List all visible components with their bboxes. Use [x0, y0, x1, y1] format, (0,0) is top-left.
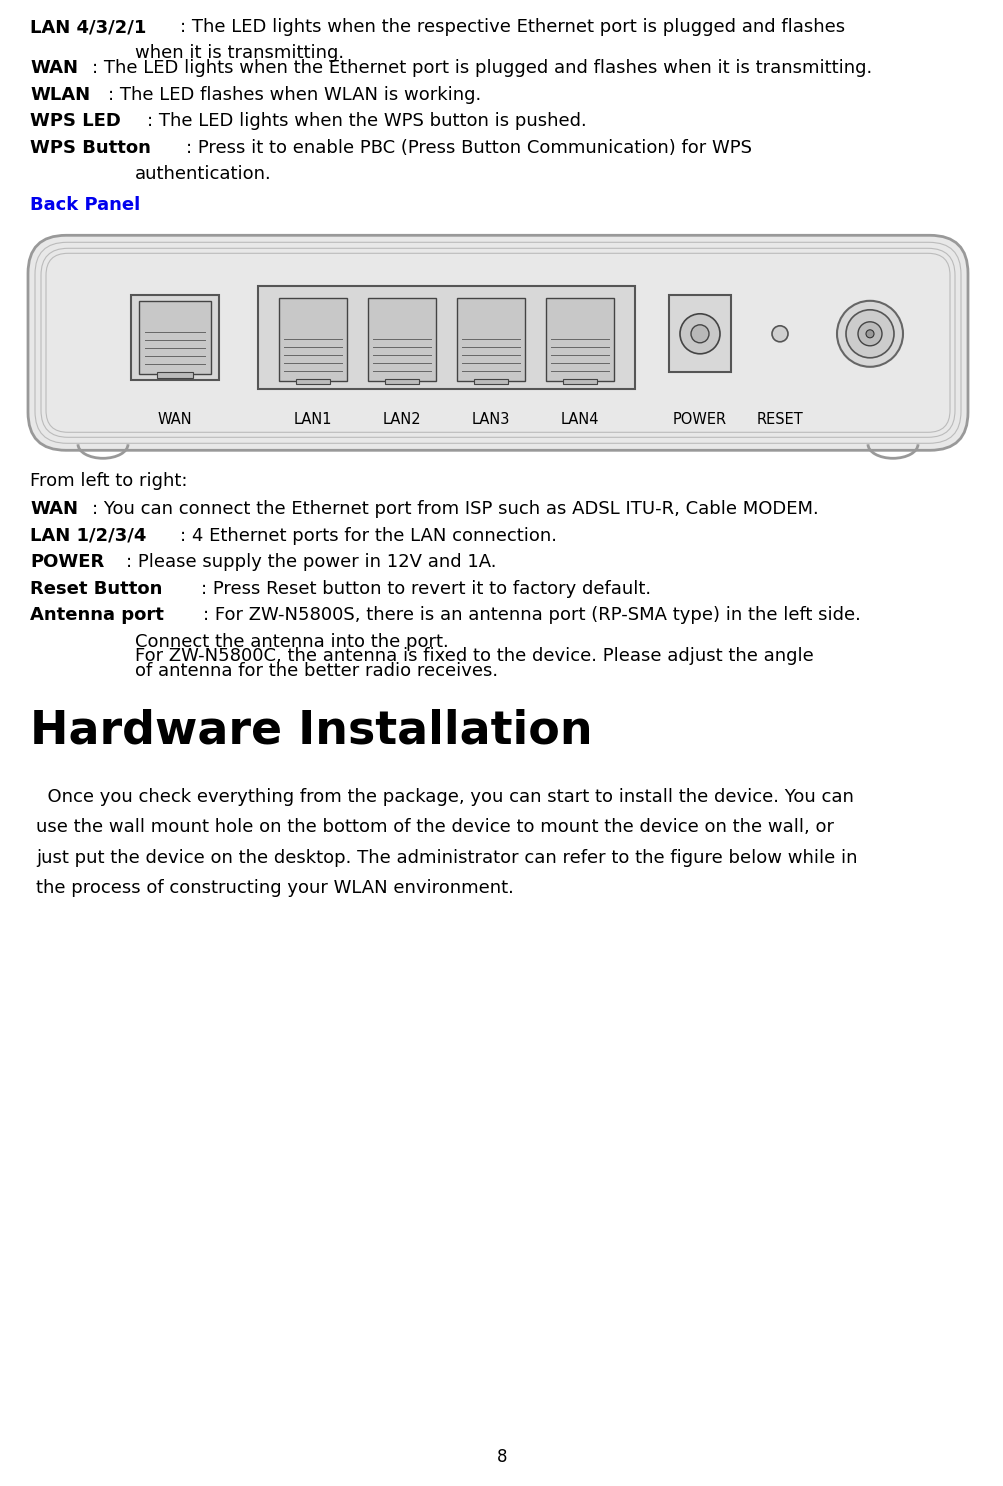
Text: use the wall mount hole on the bottom of the device to mount the device on the w: use the wall mount hole on the bottom of… [36, 819, 833, 837]
Circle shape [846, 309, 893, 358]
Text: LAN 1/2/3/4: LAN 1/2/3/4 [30, 526, 146, 545]
Text: RESET: RESET [756, 412, 802, 428]
Bar [258, 287, 634, 389]
Text: From left to right:: From left to right: [30, 473, 188, 490]
Bar [668, 296, 730, 373]
FancyBboxPatch shape [28, 235, 967, 450]
Text: Hardware Installation: Hardware Installation [30, 709, 592, 753]
Text: LAN2: LAN2 [382, 412, 421, 428]
Bar [473, 379, 508, 385]
Text: : Please supply the power in 12V and 1A.: : Please supply the power in 12V and 1A. [125, 553, 495, 571]
Text: WAN: WAN [30, 501, 78, 519]
Text: : Press Reset button to revert it to factory default.: : Press Reset button to revert it to fac… [201, 580, 650, 597]
Text: the process of constructing your WLAN environment.: the process of constructing your WLAN en… [36, 880, 514, 898]
Text: : 4 Ethernet ports for the LAN connection.: : 4 Ethernet ports for the LAN connectio… [180, 526, 557, 545]
Text: WLAN: WLAN [30, 86, 90, 104]
Bar [130, 296, 219, 380]
Text: Reset Button: Reset Button [30, 580, 162, 597]
Circle shape [679, 314, 719, 354]
Bar [384, 379, 418, 385]
Bar [296, 379, 330, 385]
Circle shape [771, 325, 787, 342]
Text: when it is transmitting.: when it is transmitting. [134, 45, 344, 62]
Text: : For ZW-N5800S, there is an antenna port (RP-SMA type) in the left side.: : For ZW-N5800S, there is an antenna por… [203, 606, 860, 624]
Text: : The LED lights when the respective Ethernet port is plugged and flashes: : The LED lights when the respective Eth… [180, 18, 845, 36]
Text: LAN3: LAN3 [471, 412, 510, 428]
Bar [138, 302, 211, 374]
Text: Once you check everything from the package, you can start to install the device.: Once you check everything from the packa… [36, 788, 853, 805]
Circle shape [690, 325, 708, 343]
Bar [156, 373, 193, 379]
Text: POWER: POWER [30, 553, 104, 571]
Text: Back Panel: Back Panel [30, 196, 140, 214]
Text: WAN: WAN [157, 412, 193, 428]
Text: of antenna for the better radio receives.: of antenna for the better radio receives… [134, 661, 497, 679]
Circle shape [866, 330, 874, 337]
Circle shape [858, 322, 881, 346]
Text: : You can connect the Ethernet port from ISP such as ADSL ITU-R, Cable MODEM.: : You can connect the Ethernet port from… [92, 501, 817, 519]
Bar [279, 299, 347, 382]
Text: : The LED flashes when WLAN is working.: : The LED flashes when WLAN is working. [107, 86, 480, 104]
Bar [456, 299, 525, 382]
Bar [563, 379, 597, 385]
Text: LAN 4/3/2/1: LAN 4/3/2/1 [30, 18, 146, 36]
Text: For ZW-N5800C, the antenna is fixed to the device. Please adjust the angle: For ZW-N5800C, the antenna is fixed to t… [134, 648, 813, 666]
Text: 8: 8 [496, 1447, 507, 1467]
Text: WAN: WAN [30, 59, 78, 77]
Bar [368, 299, 435, 382]
Text: just put the device on the desktop. The administrator can refer to the figure be: just put the device on the desktop. The … [36, 849, 857, 866]
Text: Antenna port: Antenna port [30, 606, 163, 624]
Circle shape [837, 300, 902, 367]
Text: POWER: POWER [672, 412, 726, 428]
Bar [546, 299, 614, 382]
Text: : The LED lights when the Ethernet port is plugged and flashes when it is transm: : The LED lights when the Ethernet port … [92, 59, 872, 77]
Text: : Press it to enable PBC (Press Button Communication) for WPS: : Press it to enable PBC (Press Button C… [186, 138, 751, 156]
Text: WPS LED: WPS LED [30, 111, 120, 131]
Text: authentication.: authentication. [134, 165, 272, 183]
Text: : The LED lights when the WPS button is pushed.: : The LED lights when the WPS button is … [147, 111, 587, 131]
Text: LAN4: LAN4 [561, 412, 599, 428]
Text: WPS Button: WPS Button [30, 138, 150, 156]
Text: Connect the antenna into the port.: Connect the antenna into the port. [134, 633, 448, 651]
Text: LAN1: LAN1 [294, 412, 332, 428]
